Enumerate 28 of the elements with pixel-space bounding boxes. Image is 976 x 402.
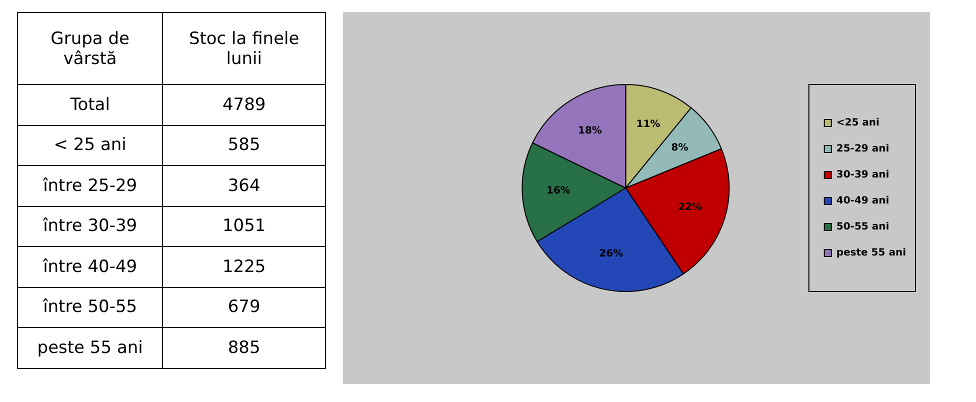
legend-label: <25 ani	[836, 118, 880, 129]
data-label: 16%	[546, 186, 570, 197]
category-label: Total	[18, 84, 163, 125]
text: Grupa de vârstă	[18, 12, 163, 84]
data-label: 1051	[162, 206, 326, 246]
data-label: 11%	[636, 119, 660, 130]
text: Stoc la finele lunii	[162, 12, 326, 84]
data-label: 8%	[671, 142, 688, 154]
data-label: 679	[162, 287, 326, 328]
data-label: 18%	[578, 126, 602, 137]
category-label: între 25-29	[18, 166, 163, 206]
category-label: < 25 ani	[18, 125, 163, 166]
legend-label: 40-49 ani	[836, 196, 890, 207]
data-label: 585	[162, 125, 326, 166]
data-label: 4789	[162, 84, 326, 125]
legend-label: 25-29 ani	[836, 144, 890, 155]
data-label: 1225	[162, 246, 326, 287]
category-label: peste 55 ani	[18, 328, 163, 368]
category-label: între 50-55	[18, 287, 163, 328]
legend-label: peste 55 ani	[836, 248, 906, 259]
data-label: 885	[162, 328, 326, 368]
data-label: 22%	[678, 202, 702, 214]
legend-label: 50-55 ani	[836, 222, 890, 233]
data-label: 26%	[599, 248, 624, 260]
legend-label: 30-39 ani	[836, 170, 890, 181]
data-label: 364	[162, 166, 326, 206]
category-label: între 30-39	[18, 206, 163, 246]
category-label: între 40-49	[18, 246, 163, 287]
